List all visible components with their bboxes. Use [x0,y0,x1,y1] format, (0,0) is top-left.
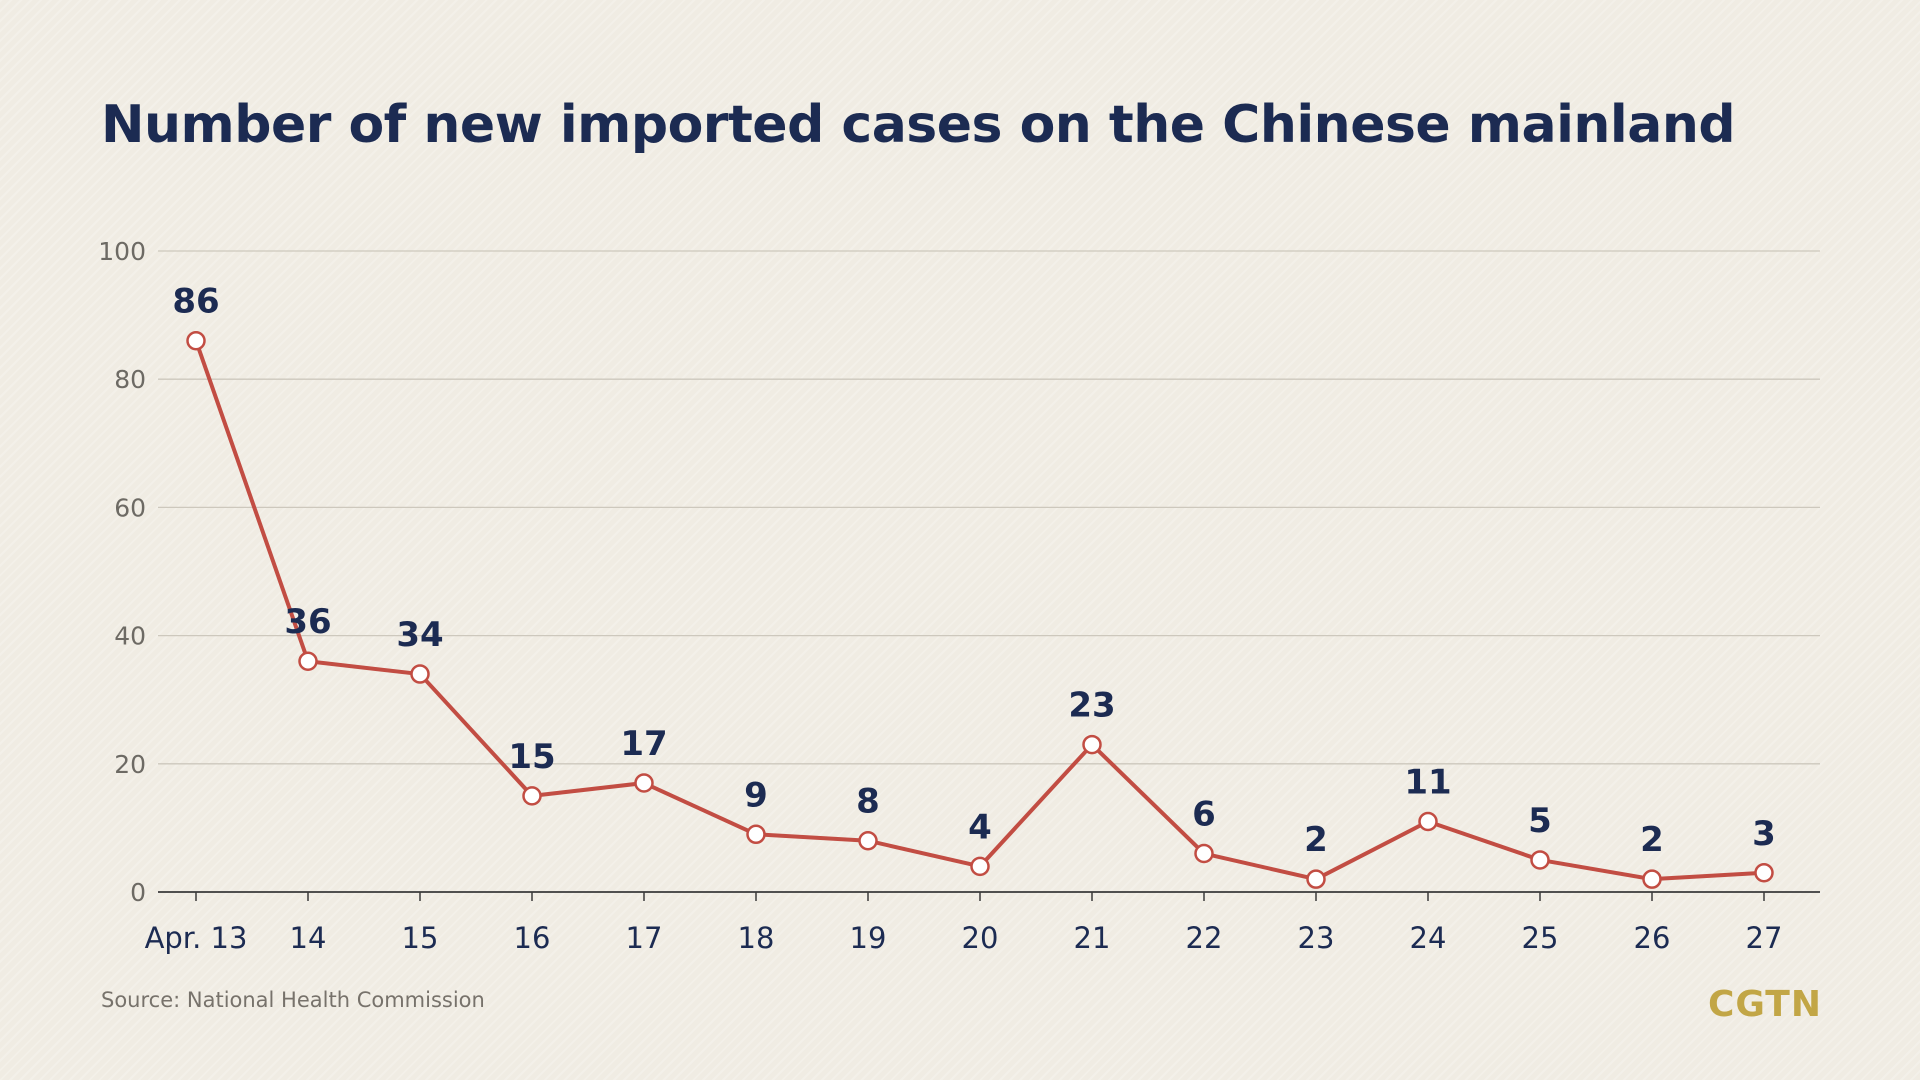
data-point-marker [298,651,318,671]
x-tick-label: 25 [1522,921,1559,955]
y-tick-label: 0 [130,878,146,907]
x-tick-label: 26 [1634,921,1671,955]
data-point-marker [858,830,878,851]
data-point-marker [1306,869,1326,889]
data-label: 17 [620,724,667,764]
x-tick-label: Apr. 13 [145,921,248,955]
x-axis-tick-labels: Apr. 13 14 15 16 17 18 19 20 21 22 23 24 25 26 27 [145,921,1783,955]
y-axis-tick-labels: 0 20 40 60 80 100 [98,237,146,907]
x-tick-label: 19 [850,921,887,955]
source-note: Source: National Health Commission [101,988,485,1012]
y-tick-label: 20 [114,750,146,779]
x-tick-label: 15 [402,921,439,955]
x-tick-label: 27 [1746,921,1783,955]
y-tick-label: 40 [114,622,146,651]
data-point-marker [186,330,206,351]
series-line [194,338,1766,882]
data-label: 11 [1404,762,1451,802]
data-label: 23 [1068,686,1115,726]
data-point-marker [1194,843,1214,864]
data-point-marker [1642,869,1662,889]
data-label: 2 [1304,820,1328,860]
x-axis [158,891,1820,901]
data-point-marker [1082,734,1102,755]
data-label: 34 [396,615,443,655]
x-tick-label: 14 [290,921,327,955]
data-label: 9 [744,775,768,815]
chart-title: Number of new imported cases on the Chin… [101,95,1736,155]
gridlines [158,250,1820,765]
x-tick-label: 16 [514,921,551,955]
data-point-marker [970,856,990,877]
data-point-marker [1418,811,1438,832]
cgtn-logo: CGTN [1707,984,1822,1025]
data-label: 36 [284,602,331,642]
x-tick-label: 18 [738,921,775,955]
data-label: 5 [1528,801,1552,841]
data-label: 15 [508,737,555,777]
series-line-path [194,338,1766,882]
data-point-marker [522,786,542,806]
x-tick-label: 22 [1186,921,1223,955]
data-label: 3 [1752,814,1776,854]
y-tick-label: 80 [114,365,146,394]
data-point-marker [746,824,766,845]
x-tick-label: 20 [962,921,999,955]
data-point-marker [1754,863,1774,883]
data-label: 8 [856,782,880,822]
data-point-marker [1530,850,1550,870]
data-label: 6 [1192,795,1216,835]
data-label: 4 [968,807,992,847]
x-tick-label: 24 [1410,921,1447,955]
data-point-marker [410,664,430,684]
data-label: 2 [1640,820,1664,860]
x-tick-label: 17 [626,921,663,955]
x-tick-label: 21 [1074,921,1111,955]
y-tick-label: 60 [114,493,146,522]
x-tick-label: 23 [1298,921,1335,955]
data-label: 86 [172,282,219,322]
data-point-marker [634,773,654,793]
data-points [186,330,1774,889]
y-tick-label: 100 [98,237,146,266]
